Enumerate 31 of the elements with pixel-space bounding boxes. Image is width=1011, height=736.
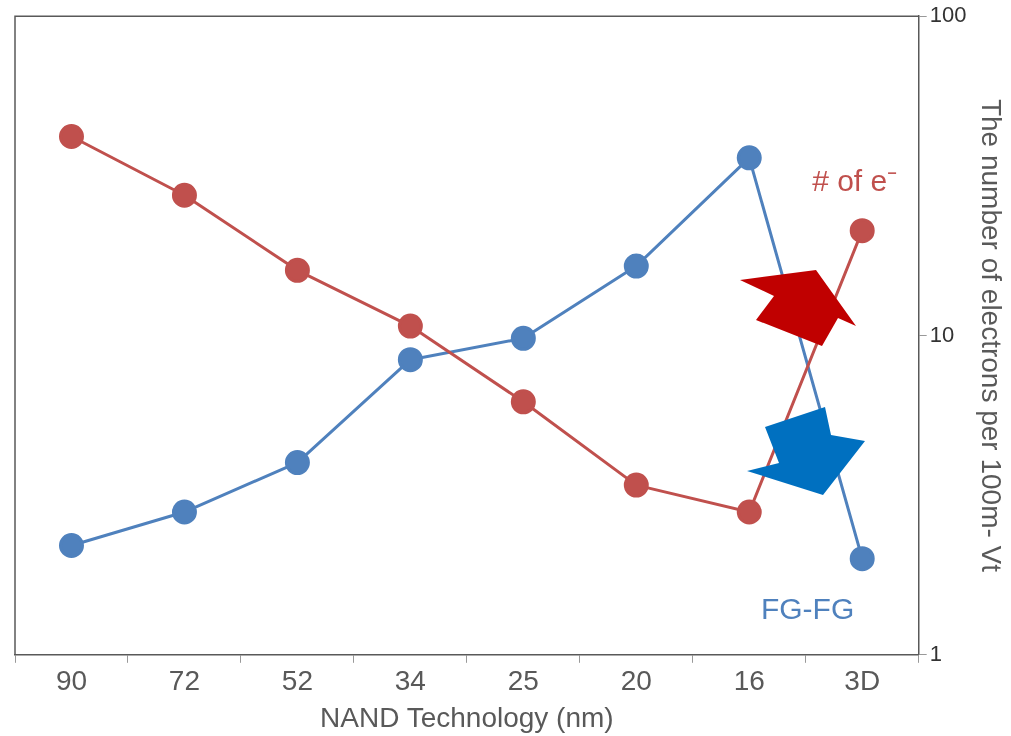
x-tick-label: 90 bbox=[55, 665, 88, 697]
x-tick-label: 16 bbox=[733, 665, 765, 697]
x-tick-label: 72 bbox=[168, 665, 201, 697]
series-label: FG-FG bbox=[760, 591, 855, 625]
x-axis-title: NAND Technology (nm) bbox=[320, 701, 614, 733]
point bbox=[510, 325, 536, 351]
y-tick-label: 10 bbox=[929, 321, 955, 347]
x-tick-label: 34 bbox=[394, 665, 426, 697]
point bbox=[58, 124, 84, 149]
x-tick-label: 3D bbox=[844, 665, 881, 697]
x-tick-label: 20 bbox=[620, 665, 652, 697]
point bbox=[623, 472, 649, 498]
point bbox=[58, 532, 84, 558]
point bbox=[171, 499, 197, 525]
point bbox=[284, 450, 310, 476]
point bbox=[623, 253, 649, 279]
x-tick-label: 52 bbox=[281, 665, 313, 697]
y-tick-label: 1 bbox=[929, 640, 942, 666]
point bbox=[397, 313, 423, 339]
point bbox=[736, 145, 762, 171]
point bbox=[397, 347, 423, 373]
y-axis-title: The number of electrons per 100m- Vt bbox=[976, 98, 1008, 573]
x-tick-label: 25 bbox=[507, 665, 539, 697]
point bbox=[171, 182, 197, 208]
point bbox=[849, 218, 875, 244]
y-tick-label: 100 bbox=[929, 2, 967, 28]
point bbox=[510, 389, 536, 415]
point bbox=[736, 499, 762, 525]
point bbox=[849, 546, 875, 572]
point bbox=[284, 257, 310, 283]
series-label: # of e⁻ bbox=[812, 163, 898, 197]
